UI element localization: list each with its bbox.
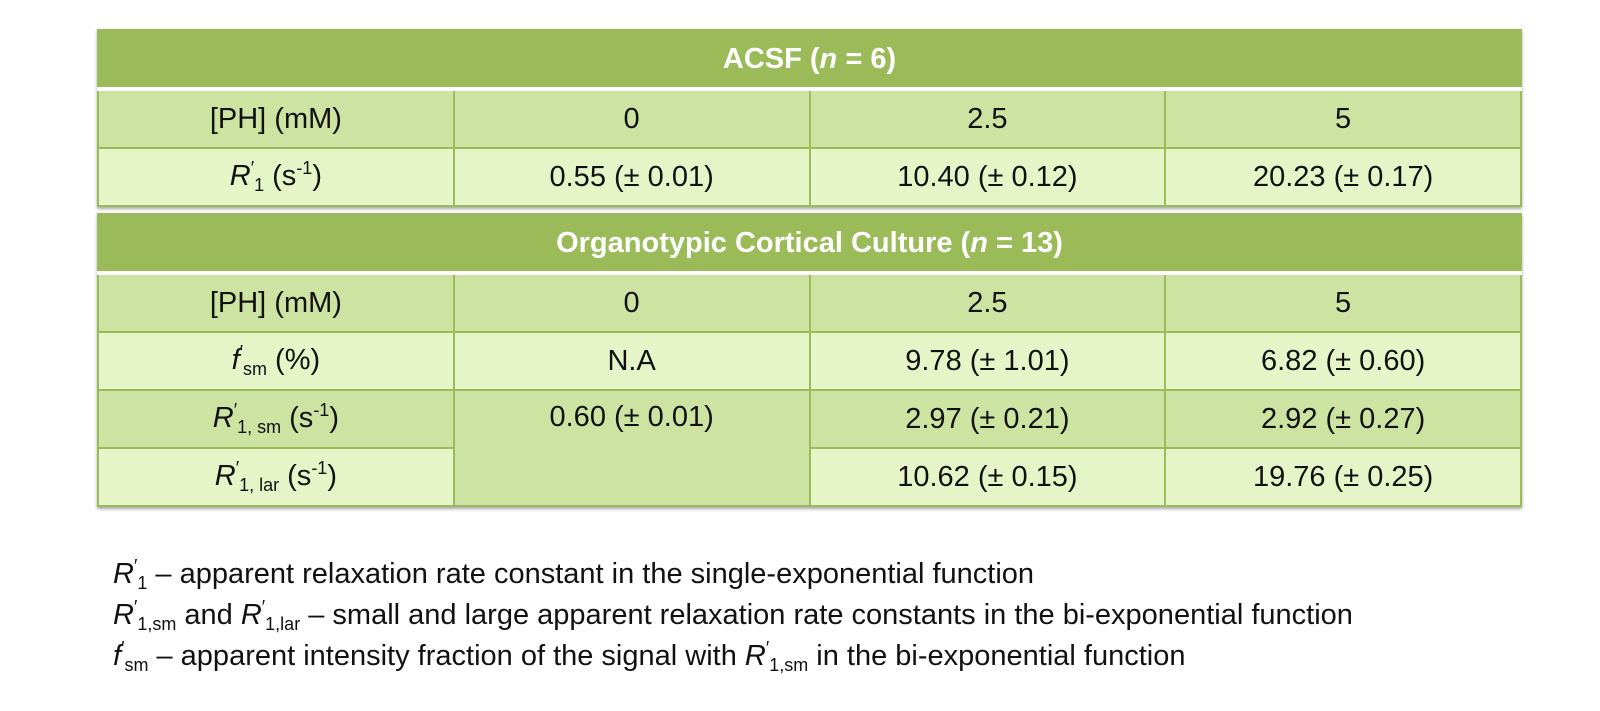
acsf-header-row: ACSF (n = 6)	[97, 29, 1522, 91]
merged-cell: 0.60 (± 0.01)	[452, 389, 811, 507]
occ-table: Organotypic Cortical Culture (n = 13) [P…	[97, 213, 1522, 507]
table-cell: 0.55 (± 0.01)	[452, 147, 811, 207]
table-cell: 2.5	[808, 88, 1167, 149]
occ-concentration-row: [PH] (mM) 0 2.5 5	[97, 272, 1522, 333]
acsf-table: ACSF (n = 6) [PH] (mM) 0 2.5 5 R′1 (s-1)…	[97, 29, 1522, 207]
footnote-fsm: f′sm – apparent intensity fraction of th…	[113, 638, 1186, 675]
table-cell: 9.78 (± 1.01)	[808, 331, 1167, 391]
table-cell: 10.40 (± 0.12)	[808, 147, 1167, 207]
occ-r1lar-row: R′1, lar (s-1) 10.62 (± 0.15) 19.76 (± 0…	[97, 447, 1522, 507]
table-cell: 10.62 (± 0.15)	[808, 447, 1167, 507]
table-cell: 2.5	[808, 272, 1167, 333]
occ-header-row: Organotypic Cortical Culture (n = 13)	[97, 213, 1522, 275]
row-label: f′sm (%)	[97, 331, 455, 391]
occ-fsm-row: f′sm (%) N.A 9.78 (± 1.01) 6.82 (± 0.60)	[97, 331, 1522, 391]
acsf-concentration-row: [PH] (mM) 0 2.5 5	[97, 88, 1522, 149]
table-cell: N.A	[452, 331, 811, 391]
row-label: R′1 (s-1)	[97, 147, 455, 207]
acsf-title: ACSF (n = 6)	[97, 29, 1522, 91]
results-tables: ACSF (n = 6) [PH] (mM) 0 2.5 5 R′1 (s-1)…	[97, 29, 1522, 507]
table-cell: 0	[452, 272, 811, 333]
table-cell: 5	[1164, 272, 1522, 333]
acsf-r1-row: R′1 (s-1) 0.55 (± 0.01) 10.40 (± 0.12) 2…	[97, 147, 1522, 207]
row-label: [PH] (mM)	[97, 88, 455, 149]
table-cell: 19.76 (± 0.25)	[1164, 447, 1522, 507]
occ-title: Organotypic Cortical Culture (n = 13)	[97, 213, 1522, 275]
table-cell: 5	[1164, 88, 1522, 149]
table-cell: 20.23 (± 0.17)	[1164, 147, 1522, 207]
table-cell: 6.82 (± 0.60)	[1164, 331, 1522, 391]
footnotes: R′1 – apparent relaxation rate constant …	[113, 546, 1353, 675]
footnote-r1-sm-lar: R′1,sm and R′1,lar – small and large app…	[113, 597, 1353, 634]
footnote-r1: R′1 – apparent relaxation rate constant …	[113, 556, 1035, 593]
table-cell: 2.92 (± 0.27)	[1164, 389, 1522, 449]
row-label: R′1, sm (s-1)	[97, 389, 455, 449]
table-cell: 0	[452, 88, 811, 149]
table-cell: 2.97 (± 0.21)	[808, 389, 1167, 449]
row-label: [PH] (mM)	[97, 272, 455, 333]
row-label: R′1, lar (s-1)	[97, 447, 455, 507]
occ-r1sm-row: R′1, sm (s-1) 0.60 (± 0.01) 2.97 (± 0.21…	[97, 389, 1522, 507]
